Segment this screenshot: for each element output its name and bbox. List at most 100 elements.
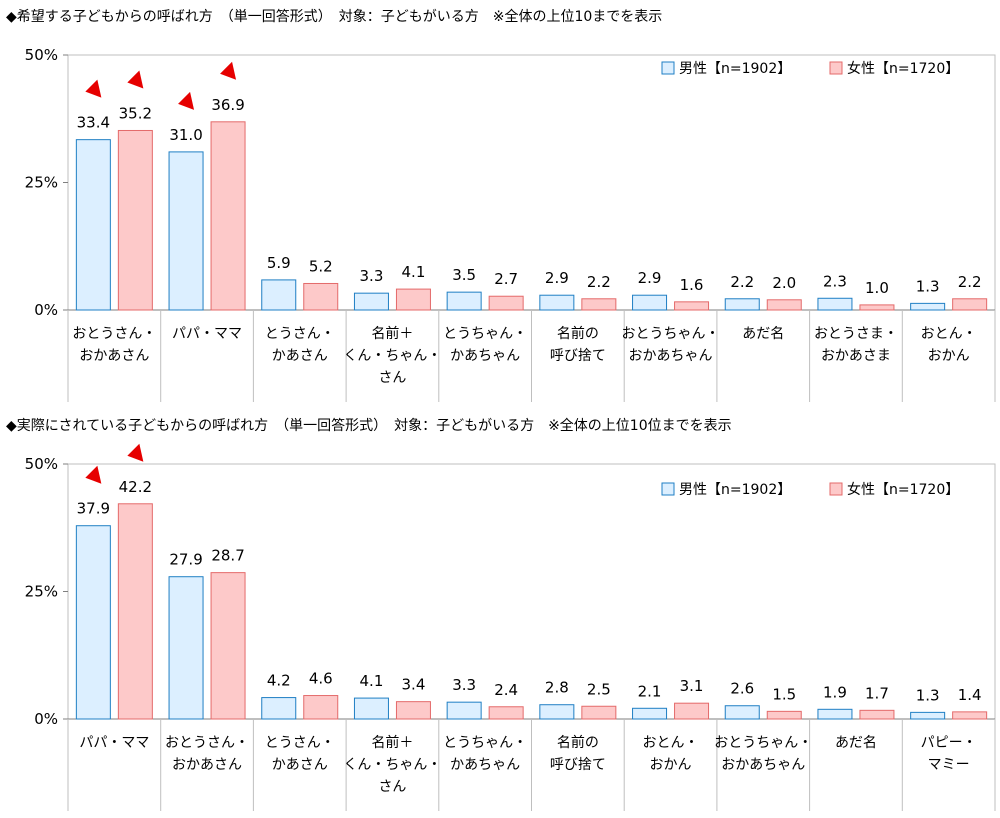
- value-label: 31.0: [169, 126, 202, 144]
- plot-frame: [67, 54, 996, 311]
- bar-male: [261, 279, 297, 311]
- y-tick-label: 50%: [25, 455, 58, 473]
- legend-swatch-male: [661, 61, 675, 75]
- bar-female: [581, 705, 617, 720]
- bar-male: [168, 576, 204, 720]
- bar-male: [817, 708, 853, 720]
- legend-swatch-female: [829, 482, 843, 496]
- bar-female: [859, 304, 895, 311]
- bar-female: [117, 503, 153, 720]
- y-tick-label: 25%: [25, 583, 58, 601]
- chart-title: ◆希望する子どもからの呼ばれ方 （単一回答形式） 対象：子どもがいる方 ※全体の…: [6, 9, 663, 25]
- bar-male: [539, 294, 575, 311]
- highlight-arrow: [85, 79, 102, 98]
- legend-swatch-female: [829, 61, 843, 75]
- value-label: 27.9: [169, 551, 202, 569]
- value-label: 2.5: [587, 680, 611, 698]
- value-label: 3.4: [402, 676, 426, 694]
- value-label: 5.9: [267, 254, 291, 272]
- category-label: おとうさん・: [165, 735, 249, 751]
- bar-female: [303, 695, 339, 720]
- bar-male: [632, 707, 668, 720]
- value-label: 1.6: [680, 276, 704, 294]
- value-label: 1.7: [865, 684, 889, 702]
- category-label: パパ・ママ: [172, 326, 242, 342]
- category-label: 呼び捨て: [550, 756, 606, 773]
- bar-female: [766, 299, 802, 311]
- bar-female: [117, 129, 153, 311]
- bar-male: [261, 697, 297, 720]
- bar-female: [952, 711, 988, 720]
- category-label: とうちゃん・: [443, 326, 527, 342]
- value-label: 5.2: [309, 257, 333, 275]
- category-label: とうちゃん・: [443, 735, 527, 751]
- bar-female: [674, 301, 710, 311]
- category-label: さん: [378, 370, 406, 386]
- legend-swatch-male: [661, 482, 675, 496]
- value-label: 2.9: [638, 269, 662, 287]
- category-label: かあさん: [272, 348, 328, 364]
- bar-female: [488, 706, 524, 720]
- chart-title: ◆実際にされている子どもからの呼ばれ方 （単一回答形式） 対象：子どもがいる方 …: [6, 418, 732, 434]
- category-label: 呼び捨て: [550, 347, 606, 364]
- legend-label: 女性【n=1720】: [847, 60, 959, 77]
- bar-male: [353, 292, 389, 311]
- value-label: 3.3: [452, 676, 476, 694]
- value-label: 4.1: [360, 672, 384, 690]
- bar-male: [75, 139, 111, 311]
- value-label: 3.5: [452, 266, 476, 284]
- value-label: 2.8: [545, 679, 569, 697]
- value-label: 1.4: [958, 686, 982, 704]
- value-label: 2.6: [730, 680, 754, 698]
- bar-male: [168, 151, 204, 311]
- value-label: 2.2: [587, 273, 611, 291]
- bar-male: [724, 298, 760, 311]
- highlight-arrow: [127, 443, 144, 462]
- category-label: おかあさん: [79, 348, 149, 364]
- category-label: くん・ちゃん・: [343, 757, 441, 773]
- category-label: 名前の: [557, 734, 599, 751]
- category-label: あだ名: [835, 735, 877, 751]
- legend-label: 女性【n=1720】: [847, 481, 959, 498]
- highlight-arrow: [85, 465, 102, 484]
- value-label: 42.2: [119, 478, 152, 496]
- category-label: おとん・: [921, 326, 977, 342]
- value-label: 37.9: [77, 500, 110, 518]
- category-label: とうさん・: [265, 326, 335, 342]
- bar-male: [910, 302, 946, 311]
- y-tick-label: 0%: [34, 301, 58, 319]
- y-tick-label: 25%: [25, 174, 58, 192]
- chart-block-actual: ◆実際にされている子どもからの呼ばれ方 （単一回答形式） 対象：子どもがいる方 …: [0, 409, 1000, 818]
- category-label: おかあちゃん: [629, 348, 713, 364]
- bar-male: [910, 711, 946, 720]
- value-label: 2.2: [958, 273, 982, 291]
- value-label: 3.3: [360, 267, 384, 285]
- category-label: 名前の: [557, 325, 599, 342]
- category-label: パパ・ママ: [79, 735, 149, 751]
- value-label: 35.2: [119, 104, 152, 122]
- category-label: かあちゃん: [450, 757, 520, 773]
- category-label: おかあさま: [821, 348, 891, 364]
- bar-male: [724, 705, 760, 720]
- legend-label: 男性【n=1902】: [679, 482, 791, 498]
- category-label: くん・ちゃん・: [343, 348, 441, 364]
- value-label: 1.5: [772, 685, 796, 703]
- chart-actual-names: 0% 25% 50% 37.9 42.2 パパ・ママ 27.9 28.7 おとうさん・おかあさん…: [25, 443, 996, 811]
- category-label: おとうちゃん・: [714, 735, 812, 751]
- value-label: 2.2: [730, 273, 754, 291]
- legend-label: 男性【n=1902】: [679, 61, 791, 77]
- y-tick-label: 50%: [25, 46, 58, 64]
- category-label: パピー・: [921, 735, 977, 751]
- value-label: 1.0: [865, 279, 889, 297]
- bar-female: [395, 701, 431, 720]
- bar-female: [766, 710, 802, 720]
- bar-female: [210, 121, 246, 311]
- value-label: 1.9: [823, 683, 847, 701]
- value-label: 2.1: [638, 682, 662, 700]
- bar-female: [488, 295, 524, 311]
- category-label: おとうさん・: [72, 326, 156, 342]
- category-label: おかあさん: [172, 757, 242, 773]
- category-label: あだ名: [742, 326, 784, 342]
- bar-female: [303, 282, 339, 311]
- category-label: おとうさま・: [814, 326, 898, 342]
